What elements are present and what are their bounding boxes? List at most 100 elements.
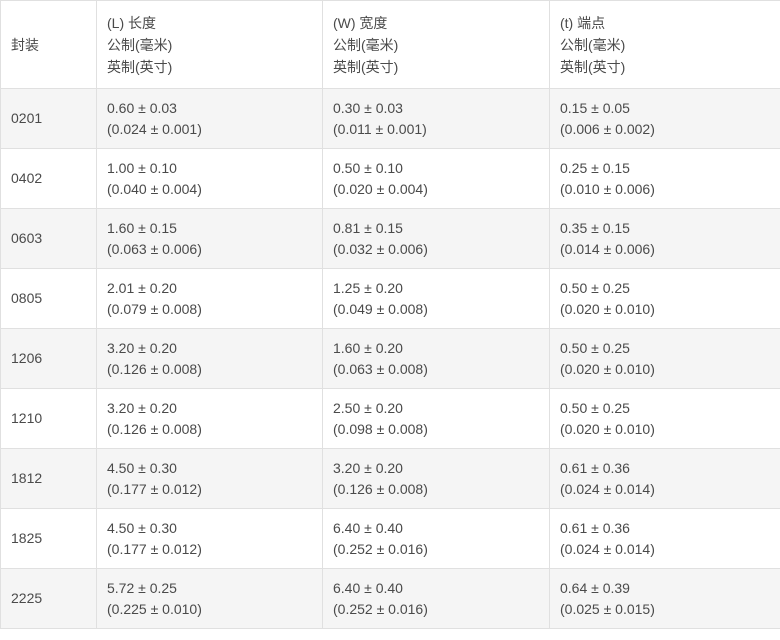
header-length-metric-label: 公制(毫米) [107,36,173,53]
table-row: 0402 1.00 ± 0.10 (0.040 ± 0.004) 0.50 ± … [0,148,780,209]
terminal-imperial-value: (0.020 ± 0.010) [560,300,655,317]
header-terminal-imperial-label: 英制(英寸) [560,58,626,75]
package-value: 1210 [11,410,43,426]
width-metric-value: 6.40 ± 0.40 [333,579,403,596]
terminal-cell: 0.61 ± 0.36 (0.024 ± 0.014) [549,508,780,569]
package-value: 0201 [11,110,43,126]
terminal-cell: 0.64 ± 0.39 (0.025 ± 0.015) [549,568,780,629]
table-row: 0805 2.01 ± 0.20 (0.079 ± 0.008) 1.25 ± … [0,268,780,329]
width-imperial-value: (0.032 ± 0.006) [333,240,428,257]
table-row: 1812 4.50 ± 0.30 (0.177 ± 0.012) 3.20 ± … [0,448,780,509]
length-metric-value: 5.72 ± 0.25 [107,579,177,596]
header-width-imperial-label: 英制(英寸) [333,58,399,75]
width-cell: 2.50 ± 0.20 (0.098 ± 0.008) [322,388,550,449]
terminal-imperial-value: (0.010 ± 0.006) [560,180,655,197]
terminal-metric-value: 0.61 ± 0.36 [560,519,630,536]
width-imperial-value: (0.063 ± 0.008) [333,360,428,377]
header-row: 封装 (L) 长度 公制(毫米) 英制(英寸) (W) 宽度 公制(毫米) 英制… [0,0,780,89]
terminal-imperial-value: (0.006 ± 0.002) [560,120,655,137]
width-imperial-value: (0.252 ± 0.016) [333,540,428,557]
length-cell: 3.20 ± 0.20 (0.126 ± 0.008) [96,388,323,449]
length-metric-value: 3.20 ± 0.20 [107,339,177,356]
terminal-metric-value: 0.50 ± 0.25 [560,399,630,416]
terminal-cell: 0.15 ± 0.05 (0.006 ± 0.002) [549,88,780,149]
width-cell: 0.30 ± 0.03 (0.011 ± 0.001) [322,88,550,149]
length-imperial-value: (0.126 ± 0.008) [107,420,202,437]
terminal-imperial-value: (0.020 ± 0.010) [560,420,655,437]
package-value: 1206 [11,350,43,366]
table-row: 0201 0.60 ± 0.03 (0.024 ± 0.001) 0.30 ± … [0,88,780,149]
width-cell: 0.81 ± 0.15 (0.032 ± 0.006) [322,208,550,269]
package-value: 0603 [11,230,43,246]
length-cell: 4.50 ± 0.30 (0.177 ± 0.012) [96,448,323,509]
width-imperial-value: (0.126 ± 0.008) [333,480,428,497]
header-cell-width: (W) 宽度 公制(毫米) 英制(英寸) [322,0,550,89]
header-package-label: 封装 [11,36,39,53]
header-cell-length: (L) 长度 公制(毫米) 英制(英寸) [96,0,323,89]
terminal-imperial-value: (0.014 ± 0.006) [560,240,655,257]
terminal-metric-value: 0.64 ± 0.39 [560,579,630,596]
length-metric-value: 4.50 ± 0.30 [107,459,177,476]
length-cell: 1.60 ± 0.15 (0.063 ± 0.006) [96,208,323,269]
length-cell: 4.50 ± 0.30 (0.177 ± 0.012) [96,508,323,569]
terminal-cell: 0.50 ± 0.25 (0.020 ± 0.010) [549,388,780,449]
length-metric-value: 0.60 ± 0.03 [107,99,177,116]
table-header: 封装 (L) 长度 公制(毫米) 英制(英寸) (W) 宽度 公制(毫米) 英制… [0,0,780,89]
length-cell: 5.72 ± 0.25 (0.225 ± 0.010) [96,568,323,629]
package-value: 0805 [11,290,43,306]
width-cell: 6.40 ± 0.40 (0.252 ± 0.016) [322,568,550,629]
width-metric-value: 2.50 ± 0.20 [333,399,403,416]
terminal-cell: 0.25 ± 0.15 (0.010 ± 0.006) [549,148,780,209]
terminal-metric-value: 0.35 ± 0.15 [560,219,630,236]
package-value: 0402 [11,170,43,186]
length-imperial-value: (0.040 ± 0.004) [107,180,202,197]
length-imperial-value: (0.177 ± 0.012) [107,480,202,497]
length-cell: 0.60 ± 0.03 (0.024 ± 0.001) [96,88,323,149]
width-metric-value: 6.40 ± 0.40 [333,519,403,536]
terminal-cell: 0.61 ± 0.36 (0.024 ± 0.014) [549,448,780,509]
table-body: 0201 0.60 ± 0.03 (0.024 ± 0.001) 0.30 ± … [0,88,780,629]
header-width-metric-label: 公制(毫米) [333,36,399,53]
length-metric-value: 3.20 ± 0.20 [107,399,177,416]
length-imperial-value: (0.024 ± 0.001) [107,120,202,137]
package-cell: 2225 [0,568,97,629]
length-cell: 3.20 ± 0.20 (0.126 ± 0.008) [96,328,323,389]
table-row: 1825 4.50 ± 0.30 (0.177 ± 0.012) 6.40 ± … [0,508,780,569]
terminal-cell: 0.35 ± 0.15 (0.014 ± 0.006) [549,208,780,269]
length-imperial-value: (0.079 ± 0.008) [107,300,202,317]
terminal-cell: 0.50 ± 0.25 (0.020 ± 0.010) [549,328,780,389]
table-row: 1206 3.20 ± 0.20 (0.126 ± 0.008) 1.60 ± … [0,328,780,389]
length-metric-value: 4.50 ± 0.30 [107,519,177,536]
length-metric-value: 1.00 ± 0.10 [107,159,177,176]
package-cell: 0201 [0,88,97,149]
width-metric-value: 1.60 ± 0.20 [333,339,403,356]
width-imperial-value: (0.098 ± 0.008) [333,420,428,437]
package-cell: 1812 [0,448,97,509]
package-value: 1812 [11,470,43,486]
header-length-imperial-label: 英制(英寸) [107,58,173,75]
package-value: 1825 [11,530,43,546]
length-imperial-value: (0.225 ± 0.010) [107,600,202,617]
width-metric-value: 1.25 ± 0.20 [333,279,403,296]
terminal-imperial-value: (0.025 ± 0.015) [560,600,655,617]
table-row: 1210 3.20 ± 0.20 (0.126 ± 0.008) 2.50 ± … [0,388,780,449]
width-imperial-value: (0.020 ± 0.004) [333,180,428,197]
package-cell: 1825 [0,508,97,569]
width-metric-value: 0.81 ± 0.15 [333,219,403,236]
terminal-metric-value: 0.50 ± 0.25 [560,339,630,356]
package-cell: 0402 [0,148,97,209]
package-cell: 0603 [0,208,97,269]
table-row: 0603 1.60 ± 0.15 (0.063 ± 0.006) 0.81 ± … [0,208,780,269]
header-cell-package: 封装 [0,0,97,89]
length-metric-value: 1.60 ± 0.15 [107,219,177,236]
header-terminal-metric-label: 公制(毫米) [560,36,626,53]
terminal-imperial-value: (0.020 ± 0.010) [560,360,655,377]
terminal-metric-value: 0.50 ± 0.25 [560,279,630,296]
terminal-cell: 0.50 ± 0.25 (0.020 ± 0.010) [549,268,780,329]
length-imperial-value: (0.063 ± 0.006) [107,240,202,257]
width-imperial-value: (0.252 ± 0.016) [333,600,428,617]
length-cell: 2.01 ± 0.20 (0.079 ± 0.008) [96,268,323,329]
width-cell: 1.60 ± 0.20 (0.063 ± 0.008) [322,328,550,389]
